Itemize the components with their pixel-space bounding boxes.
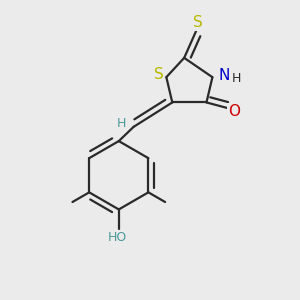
Text: N: N — [218, 68, 230, 83]
Text: HO: HO — [108, 231, 127, 244]
Text: H: H — [232, 72, 242, 85]
Text: S: S — [193, 15, 202, 30]
Text: S: S — [154, 67, 164, 82]
Text: H: H — [116, 117, 126, 130]
Text: O: O — [228, 104, 240, 119]
